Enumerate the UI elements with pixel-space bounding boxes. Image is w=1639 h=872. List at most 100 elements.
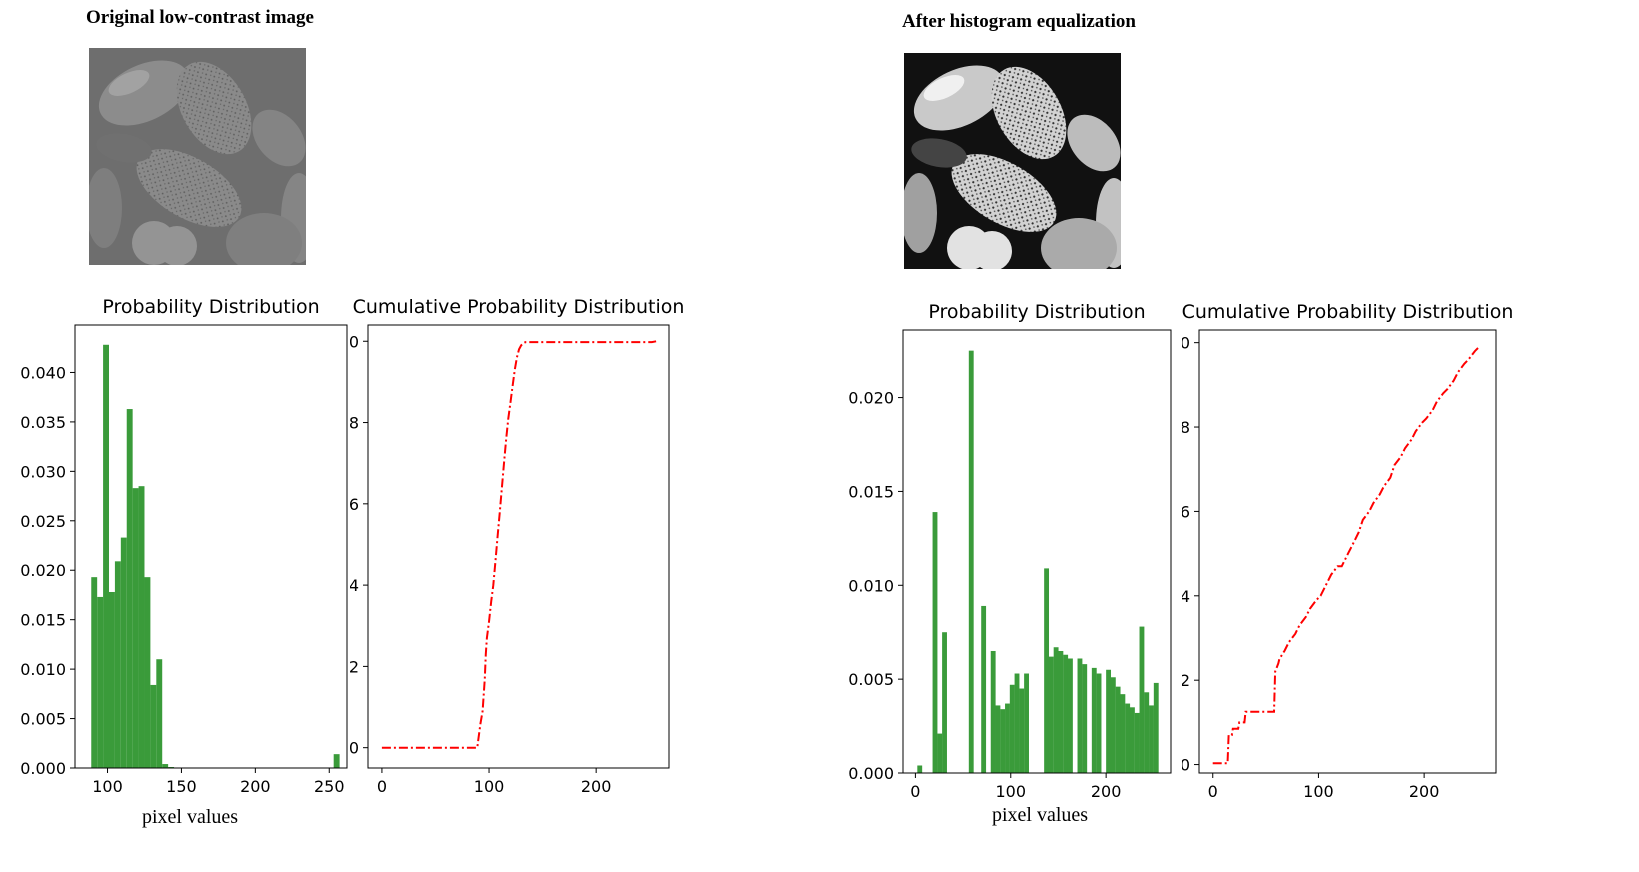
histogram-bar <box>1048 656 1054 773</box>
y-tick-label: 0.0 <box>1182 756 1190 775</box>
y-tick-label: 0.4 <box>350 576 359 595</box>
plot-frame <box>1198 329 1497 774</box>
histogram-bar <box>942 632 947 773</box>
histogram-bar <box>126 409 133 768</box>
histogram-bar <box>932 512 938 773</box>
x-tick-label: 0 <box>910 782 920 801</box>
histogram-bar <box>91 577 98 768</box>
x-tick-label: 200 <box>240 777 271 796</box>
histogram-bar <box>1058 650 1064 773</box>
y-tick-label: 0.6 <box>1182 502 1190 521</box>
histogram-bar <box>937 733 943 773</box>
histogram-bar <box>990 650 996 773</box>
chart-title: Cumulative Probability Distribution <box>1182 301 1513 323</box>
histogram-bar <box>114 561 121 768</box>
histogram-bar <box>1134 712 1140 773</box>
histogram-bar <box>1024 673 1029 773</box>
chart-title: Cumulative Probability Distribution <box>353 296 685 318</box>
histogram-bar <box>1125 703 1131 773</box>
right-x-axis-label: pixel values <box>992 804 1089 826</box>
histogram-bar <box>156 659 163 768</box>
left-x-axis-label: pixel values <box>142 806 239 828</box>
histogram-bar <box>120 537 127 768</box>
histogram-bar <box>144 577 151 768</box>
histogram-bar <box>162 764 169 768</box>
cdf-line <box>1212 346 1480 765</box>
y-tick-label: 0.010 <box>848 576 894 595</box>
y-tick-label: 1.0 <box>1182 334 1190 353</box>
y-tick-label: 0.8 <box>350 414 359 433</box>
histogram-bar <box>1009 684 1015 773</box>
chart-title: Probability Distribution <box>928 301 1145 323</box>
histogram-bar <box>1063 654 1069 773</box>
histogram-bar <box>1053 647 1059 773</box>
histogram-bar <box>1082 664 1088 773</box>
plot-frame <box>74 324 348 769</box>
plot-frame <box>367 324 670 769</box>
histogram-bar <box>1149 705 1154 773</box>
y-tick-label: 0.010 <box>20 660 66 679</box>
histogram-bar <box>103 344 109 768</box>
histogram-bar <box>1067 658 1073 773</box>
y-tick-label: 0.025 <box>20 512 66 531</box>
histogram-bar <box>138 486 145 768</box>
y-tick-label: 1.0 <box>350 332 359 351</box>
histogram-bar <box>1019 688 1025 773</box>
histogram-bar <box>1000 709 1006 773</box>
histogram-bar <box>1153 682 1159 773</box>
y-tick-label: 0.030 <box>20 462 66 481</box>
left-probability-distribution-chart: Probability Distribution 100 150 200 250 0.00… <box>20 296 348 796</box>
left-cumulative-distribution-chart: Cumulative Probability Distribution 0 100 2… <box>350 296 685 796</box>
histogram-bar <box>132 488 139 768</box>
histogram-bar <box>1115 686 1121 773</box>
histogram-bar <box>1139 626 1145 773</box>
histogram-bar <box>1091 667 1097 773</box>
histogram-bar <box>1144 692 1150 773</box>
histogram-bar <box>981 605 987 773</box>
chart-title: Probability Distribution <box>102 296 319 318</box>
y-tick-label: 0.000 <box>20 759 66 778</box>
x-tick-label: 100 <box>92 777 123 796</box>
right-probability-distribution-chart: Probability Distribution 0 100 200 0.000 0.00… <box>848 301 1172 801</box>
y-tick-label: 0.015 <box>848 482 894 501</box>
y-tick-label: 0.6 <box>350 495 359 514</box>
x-tick-label: 0 <box>1208 782 1218 801</box>
x-tick-label: 200 <box>1409 782 1440 801</box>
y-tick-label: 0.000 <box>848 764 894 783</box>
x-tick-label: 250 <box>314 777 345 796</box>
histogram-bar <box>1129 707 1135 773</box>
y-tick-label: 0.020 <box>848 389 894 408</box>
x-tick-label: 100 <box>474 777 505 796</box>
y-tick-label: 0.040 <box>20 363 66 382</box>
histogram-bar <box>1077 658 1083 773</box>
histogram-bar <box>1110 677 1116 773</box>
y-tick-label: 0.4 <box>1182 587 1190 606</box>
histogram-bar <box>995 705 1001 773</box>
histogram-bar <box>97 596 104 768</box>
histogram-bar <box>968 350 974 773</box>
x-tick-label: 200 <box>1091 782 1122 801</box>
equalized-image-title: After histogram equalization <box>902 11 1136 32</box>
histogram-bar <box>1005 703 1010 773</box>
y-tick-label: 0.005 <box>848 670 894 689</box>
histogram-bar <box>917 765 923 773</box>
x-tick-label: 100 <box>995 782 1026 801</box>
histogram-bar <box>1106 669 1112 773</box>
histogram-bar <box>109 591 115 768</box>
plot-frame <box>902 329 1172 774</box>
cdf-line <box>381 340 657 749</box>
x-tick-label: 100 <box>1303 782 1334 801</box>
y-tick-label: 0.035 <box>20 413 66 432</box>
right-cumulative-distribution-chart: Cumulative Probability Distribution 0 100 2… <box>1182 301 1513 801</box>
histogram-bar <box>150 684 157 768</box>
original-image-title: Original low-contrast image <box>86 7 314 28</box>
x-tick-label: 200 <box>581 777 612 796</box>
y-tick-label: 0.2 <box>350 657 359 676</box>
histogram-bar <box>333 754 340 768</box>
y-tick-label: 0.005 <box>20 710 66 729</box>
histogram-bar <box>1120 694 1126 773</box>
y-tick-label: 0.020 <box>20 561 66 580</box>
original-image <box>89 48 306 265</box>
histogram-bar <box>1014 673 1020 773</box>
histogram-bar <box>1096 673 1102 773</box>
